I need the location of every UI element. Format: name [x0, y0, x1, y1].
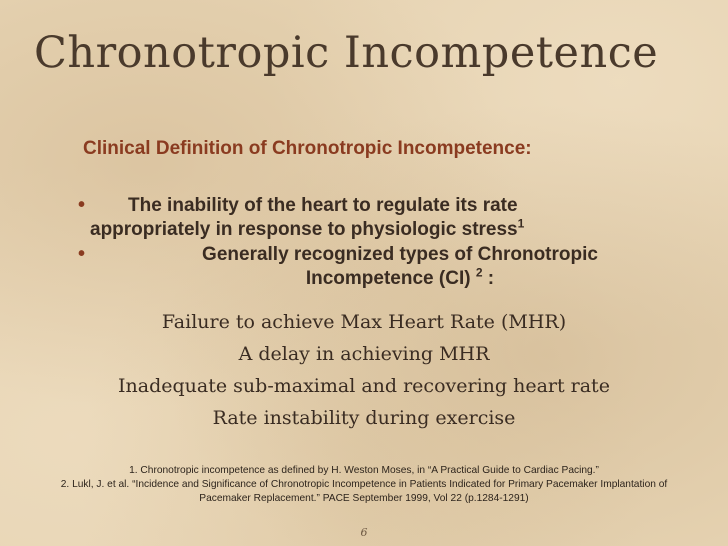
references: 1. Chronotropic incompetence as defined …: [0, 464, 728, 506]
ci-type-item: Inadequate sub-maximal and recovering he…: [118, 375, 610, 397]
bullet-suffix: :: [482, 268, 495, 289]
bullet-icon: •: [78, 243, 86, 265]
bullet-line: Generally recognized types of Chronotrop…: [202, 244, 598, 265]
footnote-marker: 2: [475, 265, 483, 280]
footnote-marker: 1: [517, 216, 525, 231]
bullet-icon: •: [78, 194, 86, 216]
ci-type-item: Rate instability during exercise: [212, 407, 516, 429]
ci-type-item: Failure to achieve Max Heart Rate (MHR): [161, 311, 567, 333]
ci-type-item: A delay in achieving MHR: [238, 343, 490, 365]
page-number: 6: [360, 526, 368, 539]
slide-title: Chronotropic Incompetence: [34, 28, 659, 78]
bullet-line: appropriately in response to physiologic…: [90, 219, 518, 240]
slide-subtitle: Clinical Definition of Chronotropic Inco…: [83, 138, 532, 159]
bullet-item-definition: • The inability of the heart to regulate…: [78, 194, 710, 242]
reference-line: 2. Lukl, J. et al. “Incidence and Signif…: [60, 479, 668, 490]
bullet-line: The inability of the heart to regulate i…: [128, 195, 518, 216]
reference-line: Pacemaker Replacement.” PACE September 1…: [199, 493, 529, 504]
bullet-line: Incompetence (CI): [305, 268, 476, 289]
ci-types-list: Failure to achieve Max Heart Rate (MHR) …: [0, 306, 728, 434]
bullet-item-types: • Generally recognized types of Chronotr…: [78, 243, 710, 291]
reference-line: 1. Chronotropic incompetence as defined …: [129, 465, 599, 476]
